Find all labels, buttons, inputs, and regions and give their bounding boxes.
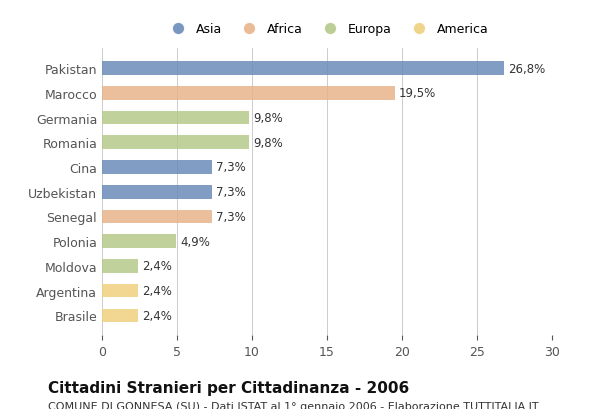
- Text: 2,4%: 2,4%: [143, 284, 172, 297]
- Text: 7,3%: 7,3%: [216, 210, 246, 223]
- Text: 4,9%: 4,9%: [180, 235, 210, 248]
- Text: 9,8%: 9,8%: [254, 112, 283, 125]
- Text: 7,3%: 7,3%: [216, 161, 246, 174]
- Bar: [102, 161, 212, 174]
- Bar: [102, 309, 138, 322]
- Bar: [102, 235, 176, 248]
- Text: 7,3%: 7,3%: [216, 186, 246, 199]
- Text: 19,5%: 19,5%: [399, 87, 436, 100]
- Bar: [102, 62, 504, 76]
- Text: 26,8%: 26,8%: [509, 63, 546, 75]
- Text: Cittadini Stranieri per Cittadinanza - 2006: Cittadini Stranieri per Cittadinanza - 2…: [48, 380, 409, 396]
- Bar: [102, 284, 138, 298]
- Bar: [102, 210, 212, 224]
- Bar: [102, 185, 212, 199]
- Legend: Asia, Africa, Europa, America: Asia, Africa, Europa, America: [161, 18, 493, 41]
- Bar: [102, 136, 249, 150]
- Text: 9,8%: 9,8%: [254, 137, 283, 149]
- Bar: [102, 259, 138, 273]
- Text: 2,4%: 2,4%: [143, 260, 172, 273]
- Text: 2,4%: 2,4%: [143, 309, 172, 322]
- Text: COMUNE DI GONNESA (SU) - Dati ISTAT al 1° gennaio 2006 - Elaborazione TUTTITALIA: COMUNE DI GONNESA (SU) - Dati ISTAT al 1…: [48, 401, 539, 409]
- Bar: [102, 87, 395, 100]
- Bar: [102, 111, 249, 125]
